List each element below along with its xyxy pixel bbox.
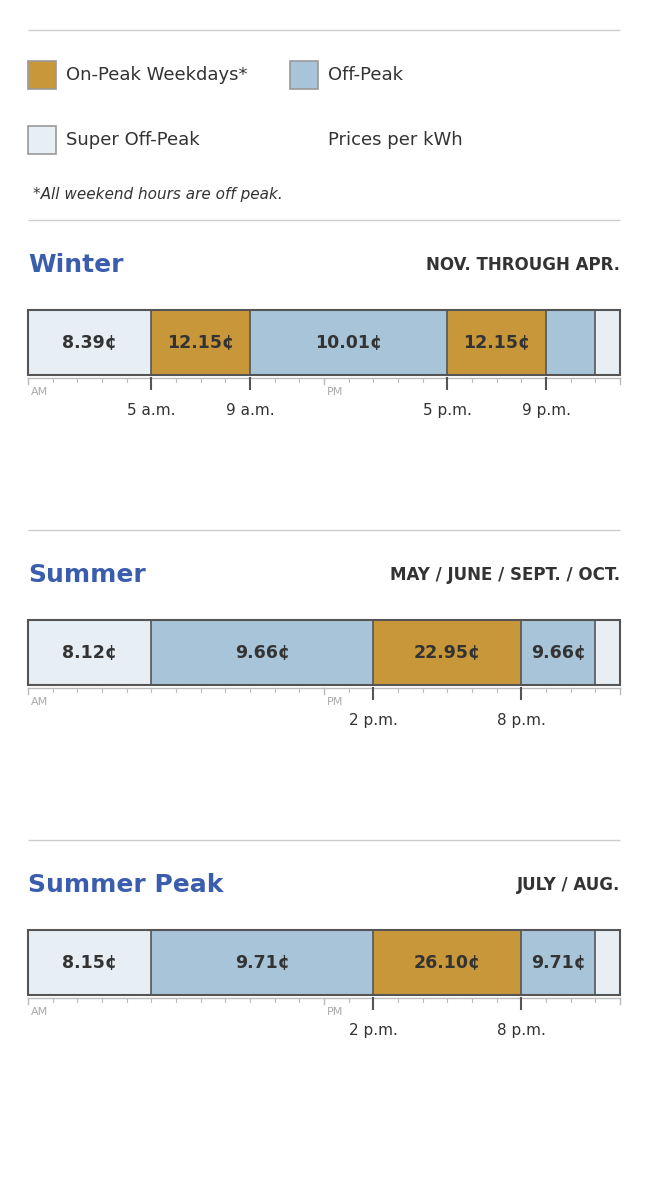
Text: 8.15¢: 8.15¢ [62, 953, 117, 972]
Text: 22.95¢: 22.95¢ [414, 643, 481, 662]
Text: 2 p.m.: 2 p.m. [349, 713, 398, 728]
Bar [596, 929, 620, 995]
Bar [152, 620, 373, 686]
Text: 26.10¢: 26.10¢ [414, 953, 481, 972]
Text: JULY / AUG.: JULY / AUG. [516, 876, 620, 894]
Text: 9 p.m.: 9 p.m. [522, 403, 570, 418]
Text: 9.66¢: 9.66¢ [531, 643, 586, 662]
Bar [546, 310, 596, 375]
Text: 9.71¢: 9.71¢ [531, 953, 586, 972]
Bar [250, 310, 447, 375]
Bar [28, 929, 152, 995]
Text: 8 p.m.: 8 p.m. [497, 713, 546, 728]
Bar [522, 929, 596, 995]
Bar [596, 310, 620, 375]
Text: 5 a.m.: 5 a.m. [127, 403, 176, 418]
Text: Prices per kWh: Prices per kWh [328, 131, 463, 149]
Text: AM: AM [31, 697, 48, 707]
Text: 12.15¢: 12.15¢ [167, 334, 234, 352]
Bar [28, 310, 152, 375]
Text: Winter: Winter [28, 253, 124, 277]
Text: 2 p.m.: 2 p.m. [349, 1023, 398, 1038]
Bar [596, 620, 620, 686]
Text: 9 a.m.: 9 a.m. [226, 403, 274, 418]
Bar [152, 929, 373, 995]
Text: Off-Peak: Off-Peak [328, 66, 403, 84]
Text: Summer Peak: Summer Peak [28, 873, 224, 897]
Bar [28, 929, 620, 995]
Bar [447, 310, 546, 375]
Text: 12.15¢: 12.15¢ [463, 334, 530, 352]
Text: 9.71¢: 9.71¢ [235, 953, 290, 972]
Bar [28, 126, 56, 154]
Text: PM: PM [327, 697, 343, 707]
Bar [152, 310, 250, 375]
Bar [28, 62, 56, 89]
Text: 8.39¢: 8.39¢ [62, 334, 117, 352]
Text: *All weekend hours are off peak.: *All weekend hours are off peak. [33, 187, 283, 202]
Text: 10.01¢: 10.01¢ [315, 334, 382, 352]
Text: PM: PM [327, 387, 343, 397]
Bar [373, 620, 522, 686]
Text: 8 p.m.: 8 p.m. [497, 1023, 546, 1038]
Text: On-Peak Weekdays*: On-Peak Weekdays* [66, 66, 248, 84]
Text: 9.66¢: 9.66¢ [235, 643, 290, 662]
Text: AM: AM [31, 1008, 48, 1017]
Bar [522, 620, 596, 686]
Text: Super Off-Peak: Super Off-Peak [66, 131, 200, 149]
Text: AM: AM [31, 387, 48, 397]
Text: 5 p.m.: 5 p.m. [423, 403, 472, 418]
Bar [28, 620, 152, 686]
Bar [290, 62, 318, 89]
Text: 8.12¢: 8.12¢ [62, 643, 117, 662]
Bar [28, 620, 620, 686]
Text: PM: PM [327, 1008, 343, 1017]
Text: MAY / JUNE / SEPT. / OCT.: MAY / JUNE / SEPT. / OCT. [390, 566, 620, 584]
Text: NOV. THROUGH APR.: NOV. THROUGH APR. [426, 256, 620, 274]
Bar [373, 929, 522, 995]
Text: Summer: Summer [28, 564, 146, 587]
Bar [28, 310, 620, 375]
